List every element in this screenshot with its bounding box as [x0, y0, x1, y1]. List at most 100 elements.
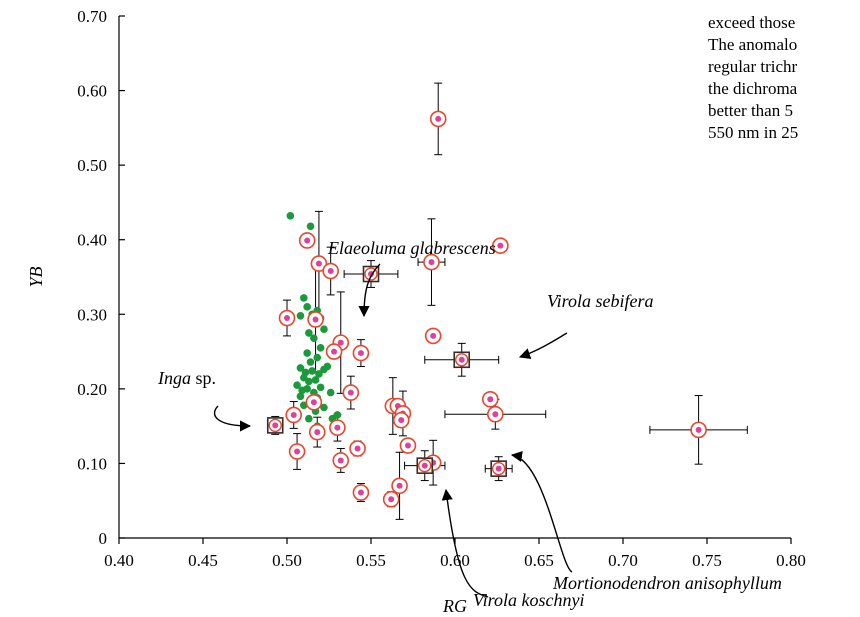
annotation-species: Virola koschnyi — [473, 590, 584, 610]
circle-marker-center — [428, 259, 434, 265]
circle-marker-center — [328, 268, 334, 274]
circle-data-point — [343, 385, 358, 400]
green-data-point — [303, 303, 311, 311]
green-data-point — [303, 385, 311, 393]
circle-marker-center — [311, 399, 317, 405]
annotation-label: Mortionodendron anisophyllum — [552, 573, 782, 593]
annotation-species: Virola sebifera — [547, 291, 654, 311]
circle-data-point — [286, 407, 301, 422]
green-data-point — [297, 312, 305, 320]
annotation: Inga sp. — [157, 368, 250, 426]
circle-data-point — [431, 111, 446, 126]
side-text-fragment: exceed those The anomalo regular trichr the… — [708, 13, 798, 142]
green-data-point — [317, 384, 325, 392]
square-data-point — [491, 461, 506, 476]
circle-data-point — [483, 392, 498, 407]
circle-data-point — [691, 422, 706, 437]
circle-marker-center — [304, 237, 310, 243]
y-tick-label: 0.50 — [77, 156, 107, 175]
green-data-point — [327, 389, 335, 397]
circle-marker-center — [358, 350, 364, 356]
x-tick-label: 0.70 — [608, 551, 638, 570]
side-text-line: The anomalo — [708, 35, 797, 54]
circle-data-point — [300, 233, 315, 248]
circle-marker-center — [334, 425, 340, 431]
circle-marker-center — [358, 490, 364, 496]
green-data-point — [305, 415, 313, 423]
green-data-point — [287, 212, 295, 220]
green-data-point — [320, 325, 328, 333]
circle-marker-center — [355, 446, 361, 452]
circle-marker-center — [338, 457, 344, 463]
side-text-line: regular trichr — [708, 57, 798, 76]
circle-marker-center — [348, 390, 354, 396]
square-data-point — [417, 458, 432, 473]
circle-marker-center — [397, 483, 403, 489]
y-tick-label: 0.10 — [77, 454, 107, 473]
square-marker-center — [422, 463, 428, 469]
circle-marker-center — [291, 412, 297, 418]
side-text-line: the dichroma — [708, 79, 798, 98]
x-tick-label: 0.40 — [104, 551, 134, 570]
x-tick-label: 0.55 — [356, 551, 386, 570]
square-data-point — [454, 352, 469, 367]
circle-data-point — [488, 407, 503, 422]
circle-marker-center — [313, 317, 319, 323]
circle-data-point — [290, 444, 305, 459]
circle-marker-center — [435, 116, 441, 122]
circle-data-point — [384, 492, 399, 507]
y-ticks: 00.100.200.300.400.500.600.70 — [77, 7, 125, 548]
green-data-point — [310, 334, 318, 342]
green-data-point — [303, 349, 311, 357]
annotation: Virola sebifera — [520, 291, 654, 357]
annotation: Virola koschnyi — [446, 490, 584, 610]
annotation: Mortionodendron anisophyllum — [512, 455, 782, 593]
circle-data-point — [310, 425, 325, 440]
axes — [119, 16, 791, 538]
circle-data-point — [330, 420, 345, 435]
y-tick-label: 0.60 — [77, 82, 107, 101]
annotation-label: Inga sp. — [157, 368, 216, 388]
green-data-point — [305, 378, 313, 386]
circle-data-point — [327, 344, 342, 359]
annotation-arrow — [446, 490, 488, 597]
side-text-line: exceed those — [708, 13, 795, 32]
circle-data-point — [350, 441, 365, 456]
side-text-line: 550 nm in 25 — [708, 123, 798, 142]
circle-data-point — [323, 264, 338, 279]
annotation-species: Elaeoluma glabrescens — [327, 238, 496, 258]
circle-data-point — [280, 311, 295, 326]
square-marker-center — [272, 422, 278, 428]
circle-data-point — [400, 438, 415, 453]
y-tick-label: 0.40 — [77, 231, 107, 250]
circle-data-point — [306, 395, 321, 410]
annotation-label: Elaeoluma glabrescens — [327, 238, 496, 258]
side-text-line: better than 5 — [708, 101, 793, 120]
circle-marker-center — [430, 333, 436, 339]
circle-marker-center — [696, 427, 702, 433]
circle-data-point — [394, 413, 409, 428]
square-marker-center — [496, 466, 502, 472]
annotation-label: Virola koschnyi — [473, 590, 584, 610]
y-axis-title: YB — [26, 266, 46, 287]
circle-data-point — [426, 328, 441, 343]
green-data-point — [317, 344, 325, 352]
circle-data-point — [333, 453, 348, 468]
green-data-point — [307, 358, 315, 366]
circle-marker-center — [331, 349, 337, 355]
green-data-point — [307, 222, 315, 230]
circle-marker-center — [316, 261, 322, 267]
y-tick-label: 0 — [99, 529, 108, 548]
circle-marker-center — [497, 243, 503, 249]
x-tick-label: 0.60 — [440, 551, 470, 570]
x-tick-label: 0.50 — [272, 551, 302, 570]
green-data-point — [334, 411, 342, 419]
annotation: Elaeoluma glabrescens — [327, 238, 496, 316]
annotation-species: Inga — [157, 368, 191, 388]
annotation-arrow — [215, 406, 250, 426]
green-data-point — [300, 294, 308, 302]
square-data-point — [268, 418, 283, 433]
circle-marker-center — [314, 429, 320, 435]
annotation-arrow — [520, 333, 567, 357]
